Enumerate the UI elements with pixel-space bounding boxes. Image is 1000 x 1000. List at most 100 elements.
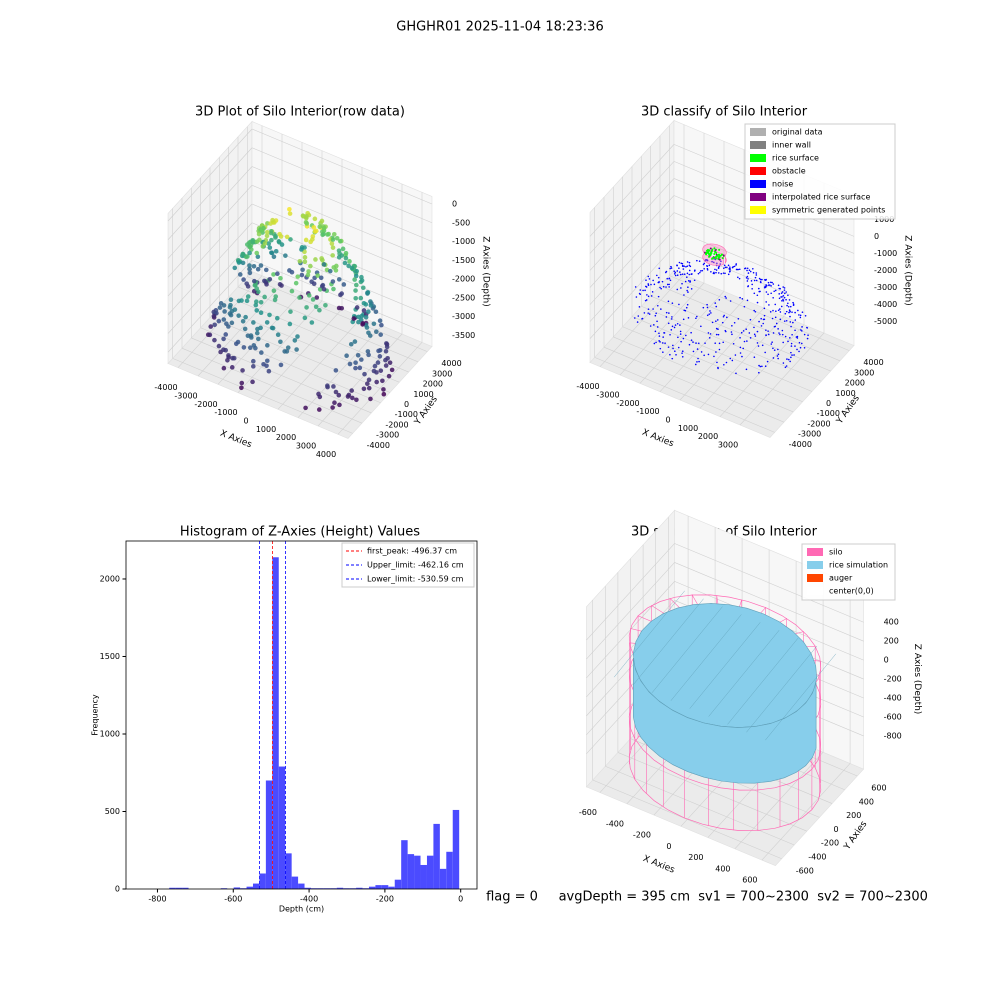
noise-dot — [780, 292, 783, 294]
legend-label: inner wall — [772, 141, 811, 150]
rice-dot — [708, 253, 711, 256]
noise-dot — [715, 320, 717, 322]
noise-dot — [782, 341, 784, 344]
point-cloud-dot — [309, 320, 315, 325]
noise-dot — [807, 334, 809, 336]
grid-line — [167, 128, 253, 222]
noise-dot — [722, 272, 725, 274]
point-cloud-dot — [302, 259, 308, 265]
mesh-line — [727, 637, 799, 725]
bar — [291, 876, 299, 889]
noise-dot — [724, 295, 727, 298]
grid-line — [650, 295, 831, 372]
noise-dot — [744, 267, 746, 270]
noise-dot — [669, 333, 671, 336]
point-cloud-dot — [278, 275, 283, 281]
point-cloud-dot — [278, 339, 283, 345]
noise-dot — [803, 347, 806, 349]
grid-line — [674, 562, 864, 642]
point-cloud-dot — [229, 365, 235, 370]
point-cloud-dot — [251, 343, 257, 348]
point-cloud-dot — [285, 345, 291, 350]
rice-dot — [713, 247, 716, 250]
x-axis-label: Depth (cm) — [279, 905, 324, 914]
noise-dot — [668, 283, 670, 286]
noise-dot — [656, 274, 658, 277]
noise-dot — [767, 284, 770, 286]
noise-dot — [656, 326, 659, 328]
point-cloud-dot — [267, 245, 273, 250]
point-cloud-dot — [363, 314, 369, 320]
noise-dot — [774, 289, 777, 292]
point-cloud-dot — [358, 295, 364, 301]
point-cloud-dot — [251, 320, 256, 325]
noise-dot — [680, 340, 682, 343]
noise-dot — [783, 320, 786, 322]
noise-dot — [715, 305, 718, 308]
point-cloud-dot — [331, 384, 336, 389]
noise-dot — [749, 270, 752, 273]
point-cloud-dot — [277, 231, 282, 237]
x-tick-label: -4000 — [576, 382, 599, 391]
z-tick-label: -2500 — [452, 293, 475, 302]
y-tick-label: -2000 — [385, 420, 408, 429]
point-cloud-dot — [216, 318, 222, 324]
grid-line — [603, 346, 785, 423]
noise-dot — [721, 321, 724, 324]
noise-dot — [729, 270, 731, 273]
point-cloud-dot — [272, 297, 278, 303]
noise-dot — [686, 272, 689, 275]
noise-dot — [799, 346, 802, 349]
noise-dot — [803, 333, 806, 336]
point-cloud-dot — [236, 260, 242, 265]
point-cloud-dot — [287, 206, 292, 212]
noise-dot — [727, 264, 730, 267]
noise-dot — [690, 331, 692, 334]
noise-dot — [720, 272, 723, 275]
noise-dot — [665, 316, 668, 318]
rice-dot — [711, 248, 714, 251]
z-tick-label: 200 — [884, 637, 899, 646]
noise-dot — [753, 309, 755, 312]
point-cloud-dot — [271, 272, 276, 277]
grid-line — [172, 358, 353, 434]
noise-dot — [638, 292, 641, 295]
noise-dot — [674, 274, 677, 277]
z-tick-label: -500 — [452, 218, 470, 227]
point-cloud-dot — [357, 365, 363, 371]
noise-dot — [741, 298, 744, 300]
noise-dot — [778, 297, 781, 300]
noise-dot — [727, 273, 730, 276]
noise-dot — [776, 355, 779, 357]
rice-dot — [710, 250, 713, 253]
point-cloud-dot — [256, 336, 261, 342]
noise-dot — [764, 365, 767, 368]
noise-dot — [743, 340, 746, 343]
point-cloud-dot — [275, 332, 281, 337]
noise-dot — [642, 289, 644, 292]
rice-dot — [722, 254, 725, 257]
noise-dot — [747, 285, 750, 287]
noise-dot — [806, 337, 809, 340]
z-tick-label: -3000 — [874, 283, 897, 292]
point-cloud-dot — [283, 253, 288, 258]
noise-dot — [746, 267, 749, 270]
point-cloud-dot — [236, 313, 241, 318]
noise-dot — [716, 319, 719, 321]
z-tick-label: 0 — [884, 656, 889, 665]
noise-dot — [718, 342, 721, 345]
point-cloud-dot — [342, 260, 348, 266]
noise-dot — [698, 360, 700, 363]
noise-dot — [685, 265, 687, 268]
point-cloud-dot — [242, 326, 248, 332]
bar — [414, 855, 421, 889]
point-cloud-dot — [372, 363, 378, 369]
point-cloud-dot — [254, 250, 260, 256]
point-cloud-dot — [264, 358, 270, 364]
noise-dot — [724, 266, 727, 269]
point-cloud-dot — [247, 250, 252, 256]
point-cloud-dot — [222, 309, 227, 314]
noise-dot — [690, 339, 693, 341]
point-cloud-dot — [261, 225, 266, 231]
noise-dot — [694, 269, 696, 272]
